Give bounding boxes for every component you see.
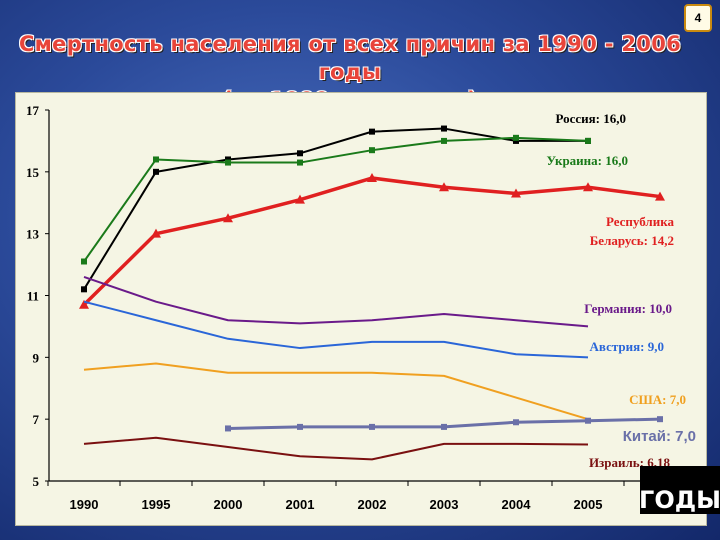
data-point <box>297 423 303 430</box>
data-point <box>153 156 159 163</box>
data-point <box>297 159 303 166</box>
data-point <box>441 423 447 430</box>
series-label-line: Германия: 10,0 <box>584 301 672 316</box>
series-line <box>83 362 589 421</box>
series-label: Украина: 16,0 <box>546 153 628 168</box>
x-tick-label: 2005 <box>574 497 603 512</box>
x-tick-label: 2000 <box>214 497 243 512</box>
x-tick-label: 2002 <box>358 497 387 512</box>
data-point <box>153 168 159 175</box>
y-tick-label: 15 <box>26 165 40 180</box>
years-corner-label: ГОДЫ <box>640 466 720 514</box>
series-line <box>83 300 589 359</box>
y-tick-label: 7 <box>33 412 40 427</box>
data-point <box>583 182 593 192</box>
data-point <box>657 416 663 423</box>
series-label: США: 7,0 <box>629 392 686 407</box>
series-label: Австрия: 9,0 <box>590 339 664 354</box>
series-label-line: Республика <box>606 214 675 229</box>
title-line-1: Смертность населения от всех причин за 1… <box>18 32 682 84</box>
series-label: Россия: 16,0 <box>555 111 626 126</box>
data-point <box>513 137 519 144</box>
data-point <box>225 159 231 166</box>
series-line <box>82 176 661 307</box>
data-point <box>369 147 375 154</box>
data-point <box>513 419 519 426</box>
data-point <box>655 191 665 201</box>
data-point <box>81 286 87 293</box>
x-tick-label: 2001 <box>286 497 315 512</box>
series-line <box>83 436 589 461</box>
years-label: ГОДЫ <box>640 486 720 514</box>
data-point <box>513 134 519 141</box>
x-tick-label: 2004 <box>502 497 532 512</box>
data-point <box>441 137 447 144</box>
y-tick-label: 17 <box>26 103 40 118</box>
y-tick-label: 11 <box>27 289 39 304</box>
series-label-line: Китай: 7,0 <box>623 428 696 445</box>
y-tick-label: 9 <box>33 350 40 365</box>
data-point <box>585 417 591 424</box>
chart-svg: 5 7 9 11 13 15 17 1990 1995 2000 2001 2002 2003 2004 2… <box>26 103 696 512</box>
series-label: Республика Беларусь: 14,2 <box>590 214 675 248</box>
data-point <box>511 188 521 198</box>
data-point <box>441 125 447 132</box>
series-label-line: США: 7,0 <box>629 392 686 407</box>
series-label: Германия: 10,0 <box>584 301 672 316</box>
series-label-line: Украина: 16,0 <box>546 153 628 168</box>
data-point <box>225 156 231 163</box>
data-point <box>369 128 375 135</box>
data-point <box>225 425 231 432</box>
series-label: Китай: 7,0 <box>623 428 696 445</box>
series-line <box>83 136 589 263</box>
data-point <box>295 194 305 204</box>
data-point <box>81 258 87 265</box>
page-number-badge: 4 <box>684 4 712 32</box>
y-tick-label: 5 <box>33 474 40 489</box>
data-point <box>585 137 591 144</box>
series-line <box>83 127 588 290</box>
data-point <box>367 173 377 183</box>
series-label-line: Австрия: 9,0 <box>590 339 664 354</box>
x-tick-label: 1990 <box>70 497 99 512</box>
data-point <box>439 182 449 192</box>
data-point <box>297 150 303 157</box>
data-point <box>79 299 89 309</box>
data-point <box>151 228 161 238</box>
series-label-line: Беларусь: 14,2 <box>590 233 674 248</box>
series-label-line: Россия: 16,0 <box>555 111 626 126</box>
x-tick-label: 2003 <box>430 497 459 512</box>
x-tick-label: 1995 <box>142 497 171 512</box>
series-line <box>83 276 589 328</box>
data-point <box>223 213 233 223</box>
chart-panel: 5 7 9 11 13 15 17 1990 1995 2000 2001 2002 2003 2004 2… <box>15 92 707 526</box>
data-point <box>369 423 375 430</box>
y-tick-label: 13 <box>26 227 40 242</box>
page-number: 4 <box>694 11 702 25</box>
